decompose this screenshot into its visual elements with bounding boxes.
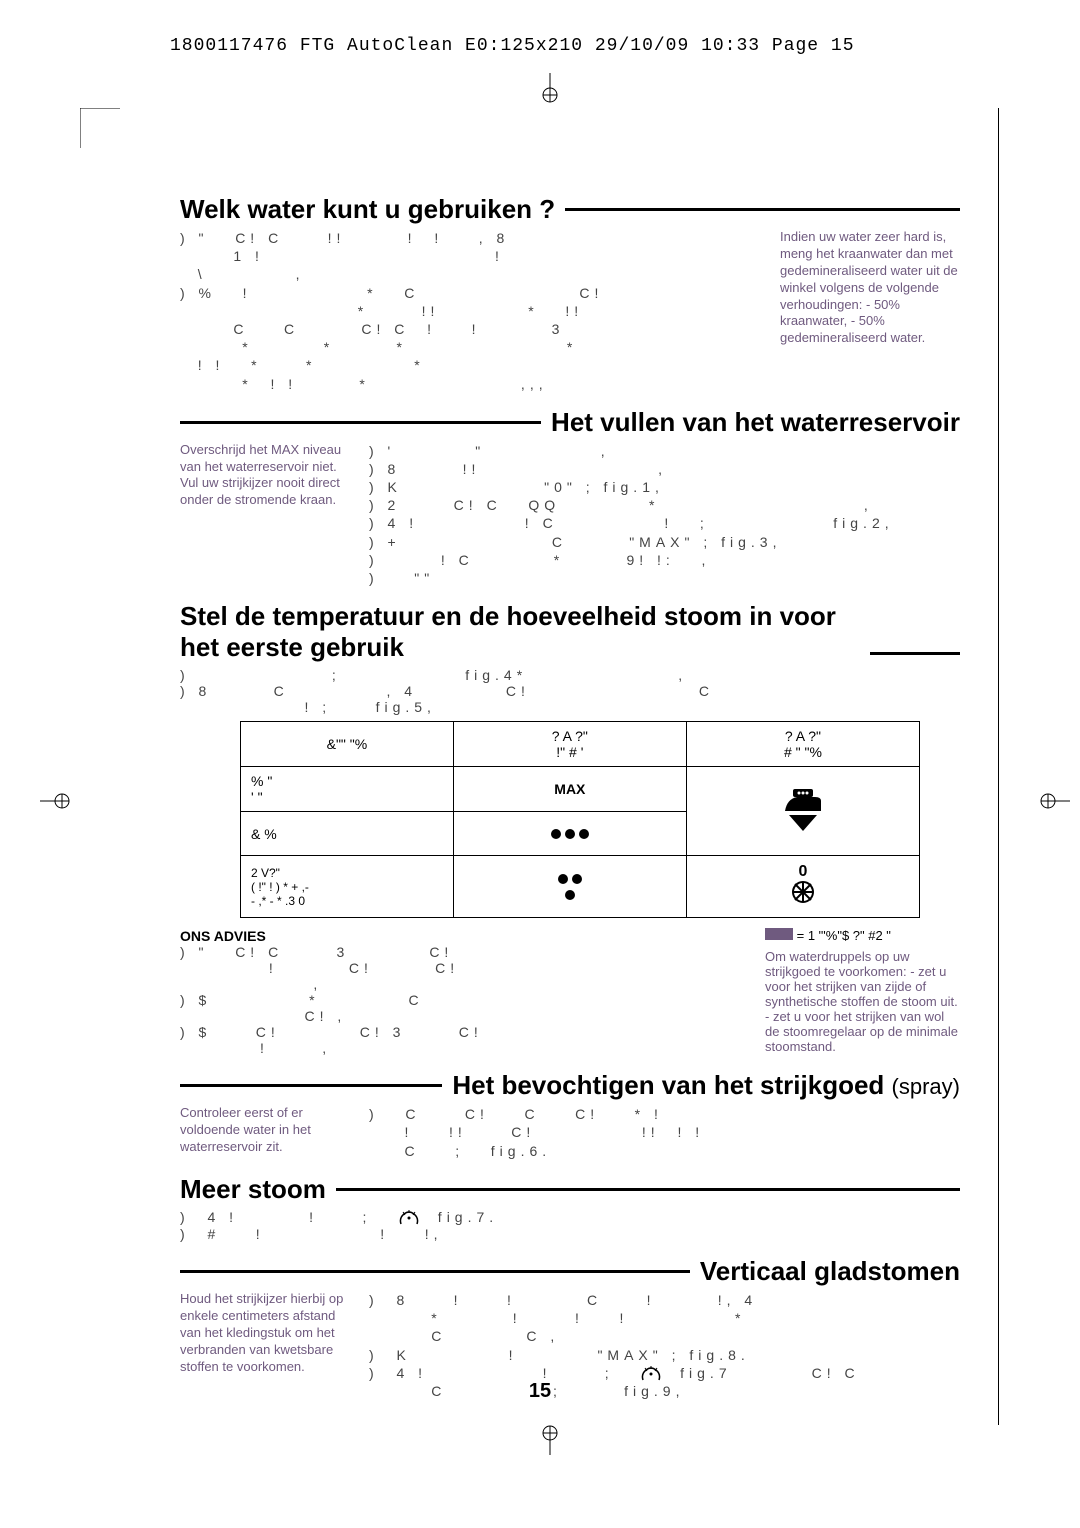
section-reservoir-body: Overschrijd het MAX niveau van het water… (180, 442, 960, 588)
cell-fabric-1: % " ' " (241, 767, 454, 812)
spray-icon (398, 1210, 420, 1226)
section-spray-body: Controleer eerst of er voldoende water i… (180, 1105, 960, 1160)
heading-vertical: Verticaal gladstomen (180, 1256, 960, 1287)
reservoir-main-text: ) ' " , ) 8 !! , ) K "0" ; fig.1, ) 2 C!… (369, 442, 960, 588)
heading-reservoir-text: Het vullen van het waterreservoir (551, 407, 960, 438)
heading-spray-text: Het bevochtigen van het strijkgoed (452, 1070, 884, 1100)
advice-main: ) " C! C 3 C! ! C! C! , ) $ * C C! , ) $… (180, 944, 751, 1056)
cell-fabric-2: & % (241, 812, 454, 856)
legend-swatch (765, 928, 793, 940)
water-side-note: Indien uw water zeer hard is, meng het k… (780, 229, 960, 393)
cell-fabric-3: 2 V?" ( !" ! ) * + ,- - ,* - * .3 0 (241, 856, 454, 918)
legend-text: = 1 "'%"$ ?" #2 " (797, 928, 891, 943)
more-steam-main: ) 4 ! ! ; fig.7. ) # ! ! !, (180, 1209, 960, 1242)
advice-legend: = 1 "'%"$ ?" #2 " (765, 928, 960, 943)
cell-max: MAX (453, 767, 686, 812)
reservoir-side-note: Overschrijd het MAX niveau van het water… (180, 442, 355, 588)
heading-water: Welk water kunt u gebruiken ? (180, 194, 960, 225)
section-water-body: ) " C! C !! ! ! , 8 1 ! ! \ , ) % ! * C … (180, 229, 960, 393)
heading-rule (565, 208, 960, 211)
heading-rule (870, 652, 960, 655)
table-row: 2 V?" ( !" ! ) * + ,- - ,* - * .3 0 0 (241, 856, 920, 918)
corner-top-left (80, 108, 120, 153)
settings-table: &"" "% ? A ?" !" # ' ? A ?" # " "% % " '… (240, 721, 920, 918)
page-content: Welk water kunt u gebruiken ? ) " C! C !… (180, 180, 960, 1400)
heading-temperature: Stel de temperatuur en de hoeveelheid st… (180, 601, 960, 663)
water-main-text: ) " C! C !! ! ! , 8 1 ! ! \ , ) % ! * C … (180, 229, 766, 393)
advice-side: = 1 "'%"$ ?" #2 " Om waterdruppels op uw… (765, 928, 960, 1056)
heading-vertical-text: Verticaal gladstomen (700, 1256, 960, 1287)
table-header-row: &"" "% ? A ?" !" # ' ? A ?" # " "% (241, 722, 920, 767)
cell-nosteam-icon: 0 (686, 856, 919, 918)
heading-rule (180, 421, 541, 424)
spray-main-text: ) C C! C C! * ! ! !! C! !! ! ! C ; fig.6… (369, 1105, 960, 1160)
th-fabric: &"" "% (241, 722, 454, 767)
temperature-intro: ) ; fig.4* , ) 8 C , 4 C! C ! ; fig.5, (180, 667, 960, 715)
advice-side-text: Om waterdruppels op uw strijkgoed te voo… (765, 949, 958, 1054)
cell-dots-2-1 (453, 856, 686, 918)
crop-mark-bottom (540, 1425, 560, 1455)
heading-rule (180, 1084, 442, 1087)
heading-water-text: Welk water kunt u gebruiken ? (180, 194, 555, 225)
right-trim-line (998, 145, 999, 1425)
table-row: % " ' " MAX (241, 767, 920, 812)
th-thermostat: ? A ?" !" # ' (453, 722, 686, 767)
crop-mark-right (1040, 791, 1070, 811)
crop-mark-left (40, 791, 70, 811)
th-steam: ? A ?" # " "% (686, 722, 919, 767)
no-steam-icon: 0 (780, 862, 826, 908)
spray-side-note: Controleer eerst of er voldoende water i… (180, 1105, 355, 1160)
page-number: 15 (0, 1380, 1080, 1403)
heading-spray-wrap: Het bevochtigen van het strijkgoed (spra… (452, 1070, 960, 1101)
heading-more-steam: Meer stoom (180, 1174, 960, 1205)
iron-steam-icon (777, 787, 829, 833)
advice-row: ONS ADVIES ) " C! C 3 C! ! C! C! , ) $ *… (180, 928, 960, 1056)
advice-heading: ONS ADVIES (180, 928, 751, 944)
cell-dots-3 (453, 812, 686, 856)
heading-spray: Het bevochtigen van het strijkgoed (spra… (180, 1070, 960, 1101)
print-header: 1800117476 FTG AutoClean E0:125x210 29/1… (170, 36, 855, 56)
heading-temperature-text: Stel de temperatuur en de hoeveelheid st… (180, 601, 860, 663)
max-label: MAX (554, 781, 585, 797)
corner-top-right (998, 108, 999, 148)
svg-text:0: 0 (798, 863, 807, 880)
cell-iron-icon (686, 767, 919, 856)
heading-rule (180, 1270, 690, 1273)
heading-rule (336, 1188, 960, 1191)
heading-more-steam-text: Meer stoom (180, 1174, 326, 1205)
heading-spray-extra: (spray) (892, 1074, 960, 1099)
heading-reservoir: Het vullen van het waterreservoir (180, 407, 960, 438)
crop-mark-top (540, 73, 560, 103)
